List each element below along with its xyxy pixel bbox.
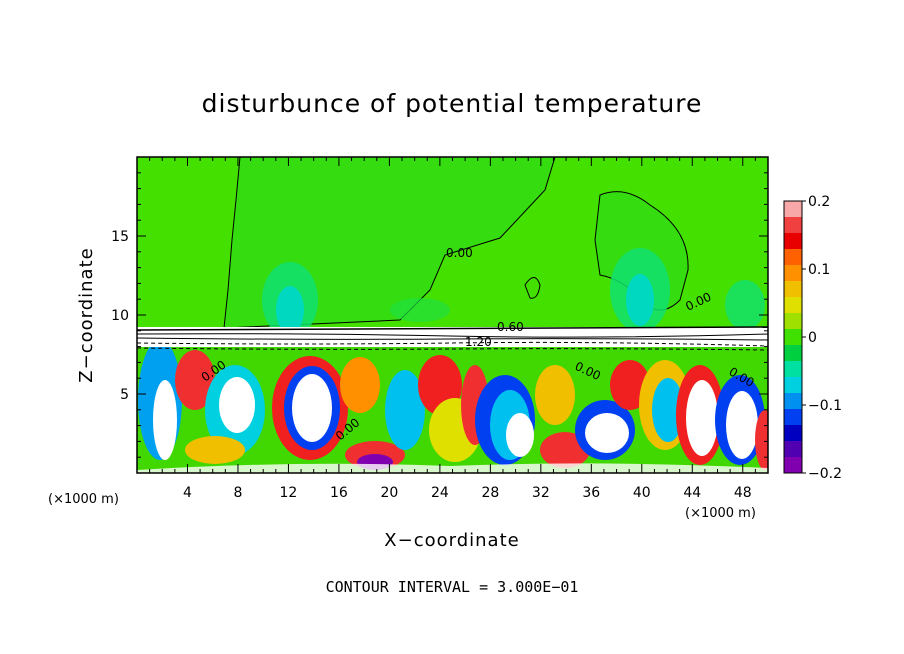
colorbar-swatch: [784, 441, 802, 458]
colorbar-tick-label: 0: [808, 330, 817, 346]
colorbar-swatch: [784, 329, 802, 346]
colorbar-swatch: [784, 233, 802, 250]
colorbar-swatch: [784, 201, 802, 218]
x-tick-label: 24: [431, 485, 449, 501]
colorbar-tick-label: 0.1: [808, 262, 830, 278]
colorbar-swatch: [784, 393, 802, 410]
colorbar-swatch: [784, 297, 802, 314]
inversion-contour: [137, 333, 768, 338]
wave-patch: [390, 298, 450, 322]
contour-interval-note: CONTOUR INTERVAL = 3.000E−01: [326, 578, 579, 596]
chart-title: disturbunce of potential temperature: [202, 89, 703, 118]
x-tick-label: 16: [330, 485, 348, 501]
inversion-band: [137, 327, 768, 347]
wave-patch: [725, 280, 765, 330]
colorbar-swatch: [784, 281, 802, 298]
y-tick-label: 15: [111, 229, 129, 245]
x-tick-label: 20: [380, 485, 398, 501]
turbulent-layer: [137, 340, 768, 473]
x-unit-right: (×1000 m): [685, 506, 756, 521]
contour-label: 1.20: [465, 335, 492, 349]
inversion-contour: [137, 326, 768, 331]
x-tick-label: 32: [532, 485, 550, 501]
colorbar-swatch: [784, 217, 802, 234]
colorbar-swatch: [784, 457, 802, 474]
contour-island: [524, 277, 541, 299]
x-axis-title: X−coordinate: [384, 530, 519, 551]
x-tick-label: 44: [683, 485, 701, 501]
x-tick-label: 40: [633, 485, 651, 501]
x-tick-label: 4: [183, 485, 192, 501]
colorbar-tick-label: 0.2: [808, 194, 830, 210]
colorbar-swatch: [784, 249, 802, 266]
x-tick-label: 28: [481, 485, 499, 501]
colorbar-swatch: [784, 377, 802, 394]
colorbar-swatch: [784, 425, 802, 442]
colorbar: 0.2 0.1 0 −0.1 −0.2: [783, 194, 842, 482]
inversion-contour: [137, 341, 768, 347]
colorbar-tick-label: −0.2: [808, 466, 842, 482]
x-tick-label: 12: [280, 485, 298, 501]
inversion-contour: [137, 337, 768, 341]
contour-label: 0.60: [497, 320, 524, 334]
x-tick-label: 48: [734, 485, 752, 501]
x-axis: 4 8 12 16 20 24 28 32 36 40 44 48: [149, 157, 756, 501]
wave-patch: [626, 274, 654, 326]
x-tick-label: 36: [582, 485, 600, 501]
inversion-contour: [137, 347, 768, 351]
y-axis: 5 10 15: [111, 172, 768, 458]
y-axis-title: Z−coordinate: [76, 247, 97, 382]
x-unit-left: (×1000 m): [48, 492, 119, 507]
y-tick-label: 5: [120, 387, 129, 403]
colorbar-swatch: [784, 265, 802, 282]
colorbar-swatch: [784, 409, 802, 426]
y-tick-label: 10: [111, 308, 129, 324]
contour-label: 0.00: [446, 246, 473, 260]
wave-patch: [276, 286, 304, 334]
colorbar-swatch: [784, 345, 802, 362]
colorbar-swatch: [784, 313, 802, 330]
x-tick-label: 8: [233, 485, 242, 501]
colorbar-tick-label: −0.1: [808, 398, 842, 414]
plot-area: [137, 157, 768, 473]
colorbar-swatch: [784, 361, 802, 378]
